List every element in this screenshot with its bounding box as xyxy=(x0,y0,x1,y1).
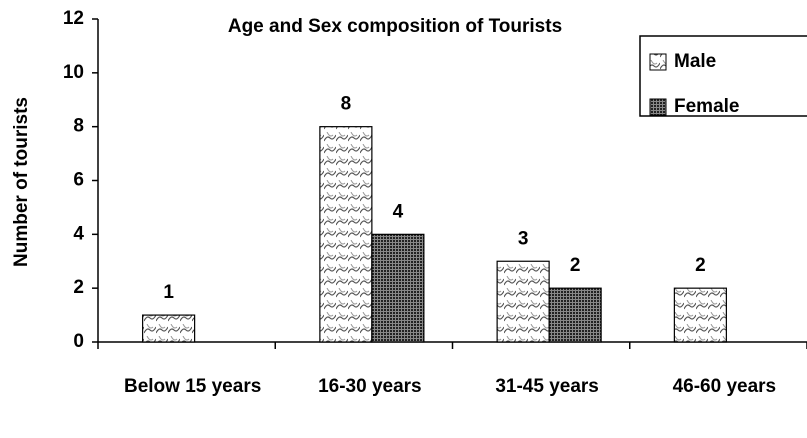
data-label: 2 xyxy=(695,255,706,276)
bar xyxy=(319,126,373,343)
y-tick-label: 6 xyxy=(73,170,84,191)
bar xyxy=(371,233,425,343)
data-label: 8 xyxy=(341,94,352,115)
legend-swatch xyxy=(649,98,667,116)
y-tick-label: 0 xyxy=(73,331,84,352)
legend-label: Female xyxy=(674,96,739,117)
bar xyxy=(496,260,550,343)
x-tick-label: Below 15 years xyxy=(123,376,262,397)
x-tick-label: 31-45 years xyxy=(495,376,599,397)
legend-swatch xyxy=(649,53,667,71)
legend-label: Male xyxy=(674,51,716,72)
chart-title: Age and Sex composition of Tourists xyxy=(228,16,562,37)
y-tick-label: 12 xyxy=(63,8,84,29)
y-tick-label: 8 xyxy=(73,116,84,137)
bar xyxy=(548,287,602,343)
data-label: 3 xyxy=(518,228,529,249)
x-tick-label: 46-60 years xyxy=(672,376,777,397)
legend-box xyxy=(639,35,807,117)
data-label: 2 xyxy=(570,255,581,276)
y-tick-label: 10 xyxy=(63,62,84,83)
bar xyxy=(673,287,727,343)
data-label: 4 xyxy=(393,201,404,222)
x-tick-label: 16-30 years xyxy=(318,376,422,397)
data-label: 1 xyxy=(163,282,174,303)
y-tick-label: 2 xyxy=(73,277,84,298)
bar xyxy=(142,314,196,343)
y-axis-label: Number of tourists xyxy=(11,97,32,267)
y-tick-label: 4 xyxy=(73,223,84,244)
